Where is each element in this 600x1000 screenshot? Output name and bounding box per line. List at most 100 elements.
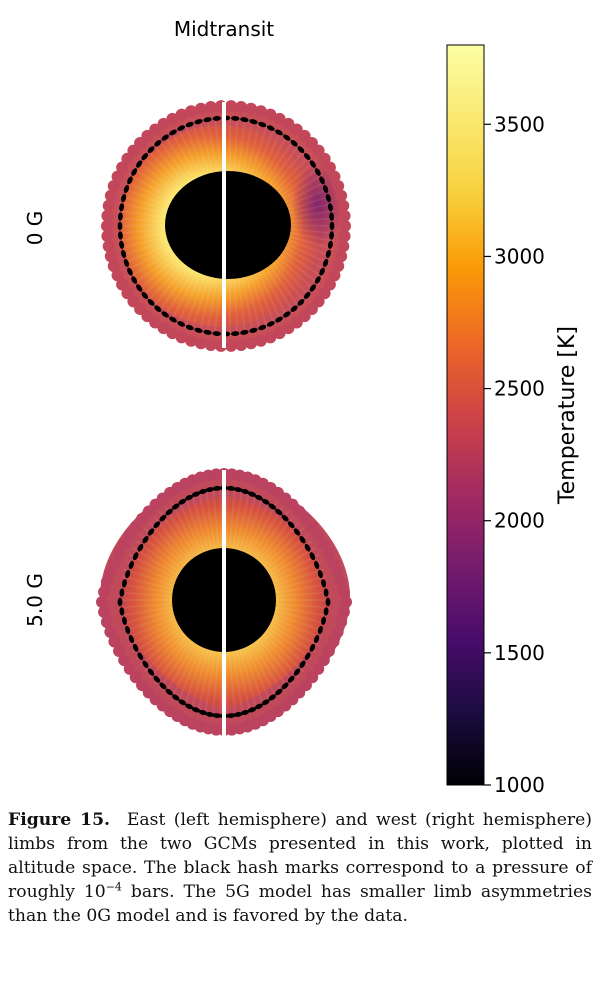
hash-mark [268, 503, 277, 510]
hash-mark [309, 284, 316, 292]
rim-dot [107, 259, 120, 272]
texture-ray [269, 619, 320, 647]
hash-mark [194, 327, 203, 333]
texture-ray [241, 119, 254, 175]
hash-mark [125, 569, 131, 579]
texture-ray [253, 511, 289, 562]
texture-ray [120, 602, 175, 609]
texture-ray [184, 495, 207, 554]
texture-ray [125, 560, 178, 584]
caption-label: Figure 15. [8, 810, 111, 830]
texture-ray [278, 251, 320, 286]
texture-rays [115, 116, 337, 336]
texture-ray [241, 646, 264, 705]
texture-ray [238, 647, 258, 707]
rim-dot [204, 339, 217, 352]
colorbar-tick-label: 1000 [494, 773, 545, 797]
hash-mark [303, 153, 311, 161]
hash-mark [287, 521, 295, 529]
pressure-hash-marks [117, 485, 331, 719]
hash-mark [117, 212, 123, 221]
hash-mark [283, 134, 291, 141]
texture-ray [273, 257, 311, 298]
texture-ray [204, 649, 217, 711]
rim-dot [254, 334, 267, 347]
hash-mark [275, 316, 283, 323]
texture-ray [224, 488, 229, 551]
hash-mark [121, 579, 127, 588]
hash-mark [275, 688, 283, 696]
texture-ray [213, 116, 223, 174]
texture-ray [198, 119, 215, 175]
hash-mark [322, 185, 329, 194]
texture-ray [244, 498, 271, 556]
texture-ray [131, 622, 181, 654]
rim-dot [194, 102, 207, 115]
texture-ray [122, 241, 173, 265]
texture-ray [273, 602, 328, 609]
rim-dot [116, 161, 129, 174]
rim-dot [225, 339, 238, 352]
hash-mark [212, 115, 221, 121]
hash-mark [141, 153, 149, 161]
hash-mark [327, 203, 333, 212]
texture-ray [270, 148, 306, 190]
rim-dot [166, 112, 179, 125]
hash-mark [293, 668, 301, 676]
hash-mark [240, 709, 250, 716]
hash-mark [205, 711, 215, 717]
rim-dot [113, 644, 126, 657]
hash-mark [303, 291, 311, 299]
rim-dot [98, 606, 111, 619]
texture-ray [177, 644, 204, 702]
rim-dot [104, 189, 117, 202]
hash-mark [249, 327, 258, 333]
hash-mark [142, 660, 149, 669]
hash-mark [226, 485, 236, 491]
texture-ray [251, 506, 284, 560]
texture-ray [146, 148, 186, 190]
texture-ray [237, 117, 247, 174]
hash-mark [321, 579, 327, 588]
texture-ray [272, 609, 326, 625]
hash-mark [123, 258, 130, 267]
hash-mark [177, 125, 186, 131]
limb-plot-5g [96, 468, 352, 736]
texture-ray [151, 263, 189, 309]
texture-ray [120, 591, 175, 598]
rim-dot [104, 566, 117, 579]
texture-ray [159, 511, 195, 562]
limb-plot-0g [101, 100, 351, 352]
hash-mark [205, 487, 215, 493]
rim-dot [101, 220, 113, 232]
rim-dot [282, 322, 295, 335]
hash-mark [275, 508, 283, 516]
hash-mark [131, 168, 138, 176]
texture-ray [267, 263, 301, 309]
hash-mark [309, 643, 316, 652]
texture-ray [275, 160, 316, 196]
hash-mark [159, 514, 167, 522]
hash-mark [153, 521, 161, 529]
hash-mark [293, 528, 301, 536]
hash-mark [119, 588, 125, 597]
hash-mark [319, 176, 325, 185]
texture-ray [282, 180, 327, 205]
texture-ray [285, 194, 333, 212]
outer-rim-dots [96, 468, 352, 736]
texture-ray [270, 560, 323, 584]
texture-ray [213, 276, 223, 336]
texture-ray [128, 248, 176, 279]
texture-ray [273, 154, 311, 193]
texture-ray [183, 123, 207, 178]
hash-mark [322, 258, 329, 267]
rim-dot [254, 105, 267, 118]
hash-mark [323, 588, 329, 597]
hash-mark [178, 498, 187, 505]
hash-mark [119, 240, 125, 249]
rim-dot [340, 596, 352, 608]
rim-dot [328, 170, 341, 183]
rim-dot [118, 654, 131, 667]
texture-ray [151, 143, 189, 188]
rim-dot [312, 529, 325, 542]
